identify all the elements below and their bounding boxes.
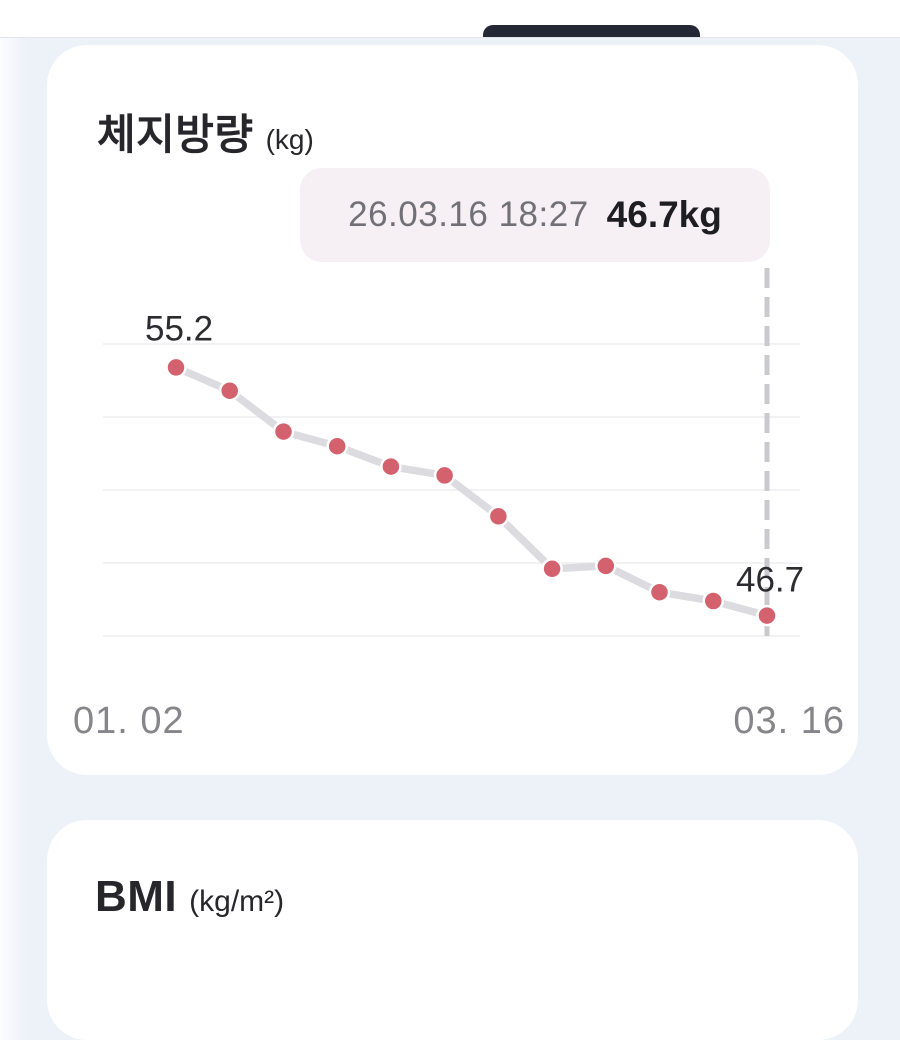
tooltip-datetime: 26.03.16 18:27 [348,195,589,234]
series-line [172,363,771,620]
first-point-label: 55.2 [145,309,213,348]
data-point-dot[interactable] [648,581,671,603]
bmi-card[interactable]: BMI (kg/m²) [47,820,858,1040]
bmi-title-text: BMI [95,872,178,921]
data-point-dot[interactable] [433,464,456,487]
body-fat-chart[interactable]: 55.2 46.7 [103,255,805,705]
bmi-card-title: BMI (kg/m²) [95,872,284,922]
data-point-dot[interactable] [272,420,295,443]
body-fat-card-title: 체지방량 (kg) [97,101,314,162]
data-point-dot[interactable] [326,435,348,457]
data-point-dot[interactable] [756,604,778,627]
body-fat-title-text: 체지방량 [97,111,254,158]
x-axis-label-start: 01. 02 [73,700,185,742]
health-app-screen: { "fat_card": { "title": "체지방량", "unit":… [0,0,900,921]
data-point-dot[interactable] [487,505,510,528]
status-bar-strip [0,0,900,38]
data-point-dot[interactable] [702,590,725,612]
data-point-dot[interactable] [165,356,187,379]
data-point-dot[interactable] [380,455,402,478]
sheet-handle[interactable] [483,25,700,37]
measurement-tooltip: 26.03.16 18:27 46.7kg [300,168,770,262]
data-point-dot[interactable] [218,379,241,402]
body-fat-unit-label: (kg) [265,124,314,155]
tooltip-value: 46.7kg [606,194,722,235]
data-point-dot[interactable] [541,558,563,580]
body-fat-card: 체지방량 (kg) 26.03.16 18:27 46.7kg 55.2 46.7 … [47,45,858,775]
last-point-label: 46.7 [736,561,804,600]
data-point-dot[interactable] [595,555,617,577]
bmi-unit-label: (kg/m²) [189,885,285,918]
x-axis-label-end: 03. 16 [733,700,845,742]
